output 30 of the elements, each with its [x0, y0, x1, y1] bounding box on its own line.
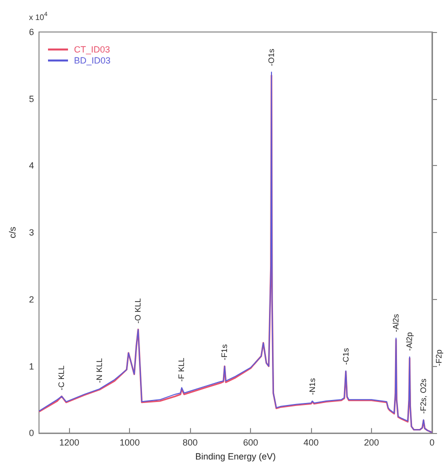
y-axis-title: c/s [8, 226, 18, 238]
x-axis-title: Binding Energy (eV) [195, 452, 276, 462]
x-tick-label: 1000 [120, 438, 140, 448]
annotation: -Al2s [392, 314, 401, 332]
legend-label: BD_ID03 [74, 56, 111, 66]
y-tick-label: 2 [28, 294, 34, 304]
annotation: -C1s [341, 348, 350, 365]
annotation: -C KLL [57, 364, 66, 390]
annotation: -N KLL [94, 358, 104, 383]
annotation: -Al2p [405, 332, 414, 351]
annotation: -F1s [220, 344, 230, 360]
x-tick-label: 800 [182, 438, 198, 448]
annotation: -N1s [308, 378, 317, 396]
y-tick-label: 6 [28, 27, 34, 37]
annotation: -O KLL [134, 298, 143, 324]
y-tick-label: 3 [28, 228, 34, 238]
y-tick-label: 5 [28, 94, 34, 104]
x-tick-label: 200 [364, 438, 380, 448]
text: -F2p [434, 349, 444, 366]
legend-label: CT_ID03 [74, 44, 110, 54]
x-tick-label: 1200 [59, 438, 80, 448]
x-tick-label: 0 [429, 438, 435, 448]
x-tick-label: 600 [243, 438, 258, 448]
annotation: -O1s [266, 48, 276, 66]
annotation: -F2s, O2s [419, 378, 428, 414]
y-tick-label: 1 [28, 361, 34, 372]
y-tick-label: 4 [28, 160, 34, 171]
x-tick-label: 400 [304, 438, 319, 448]
y-tick-label: 0 [28, 428, 34, 438]
annotation: -F KLL [177, 357, 186, 382]
